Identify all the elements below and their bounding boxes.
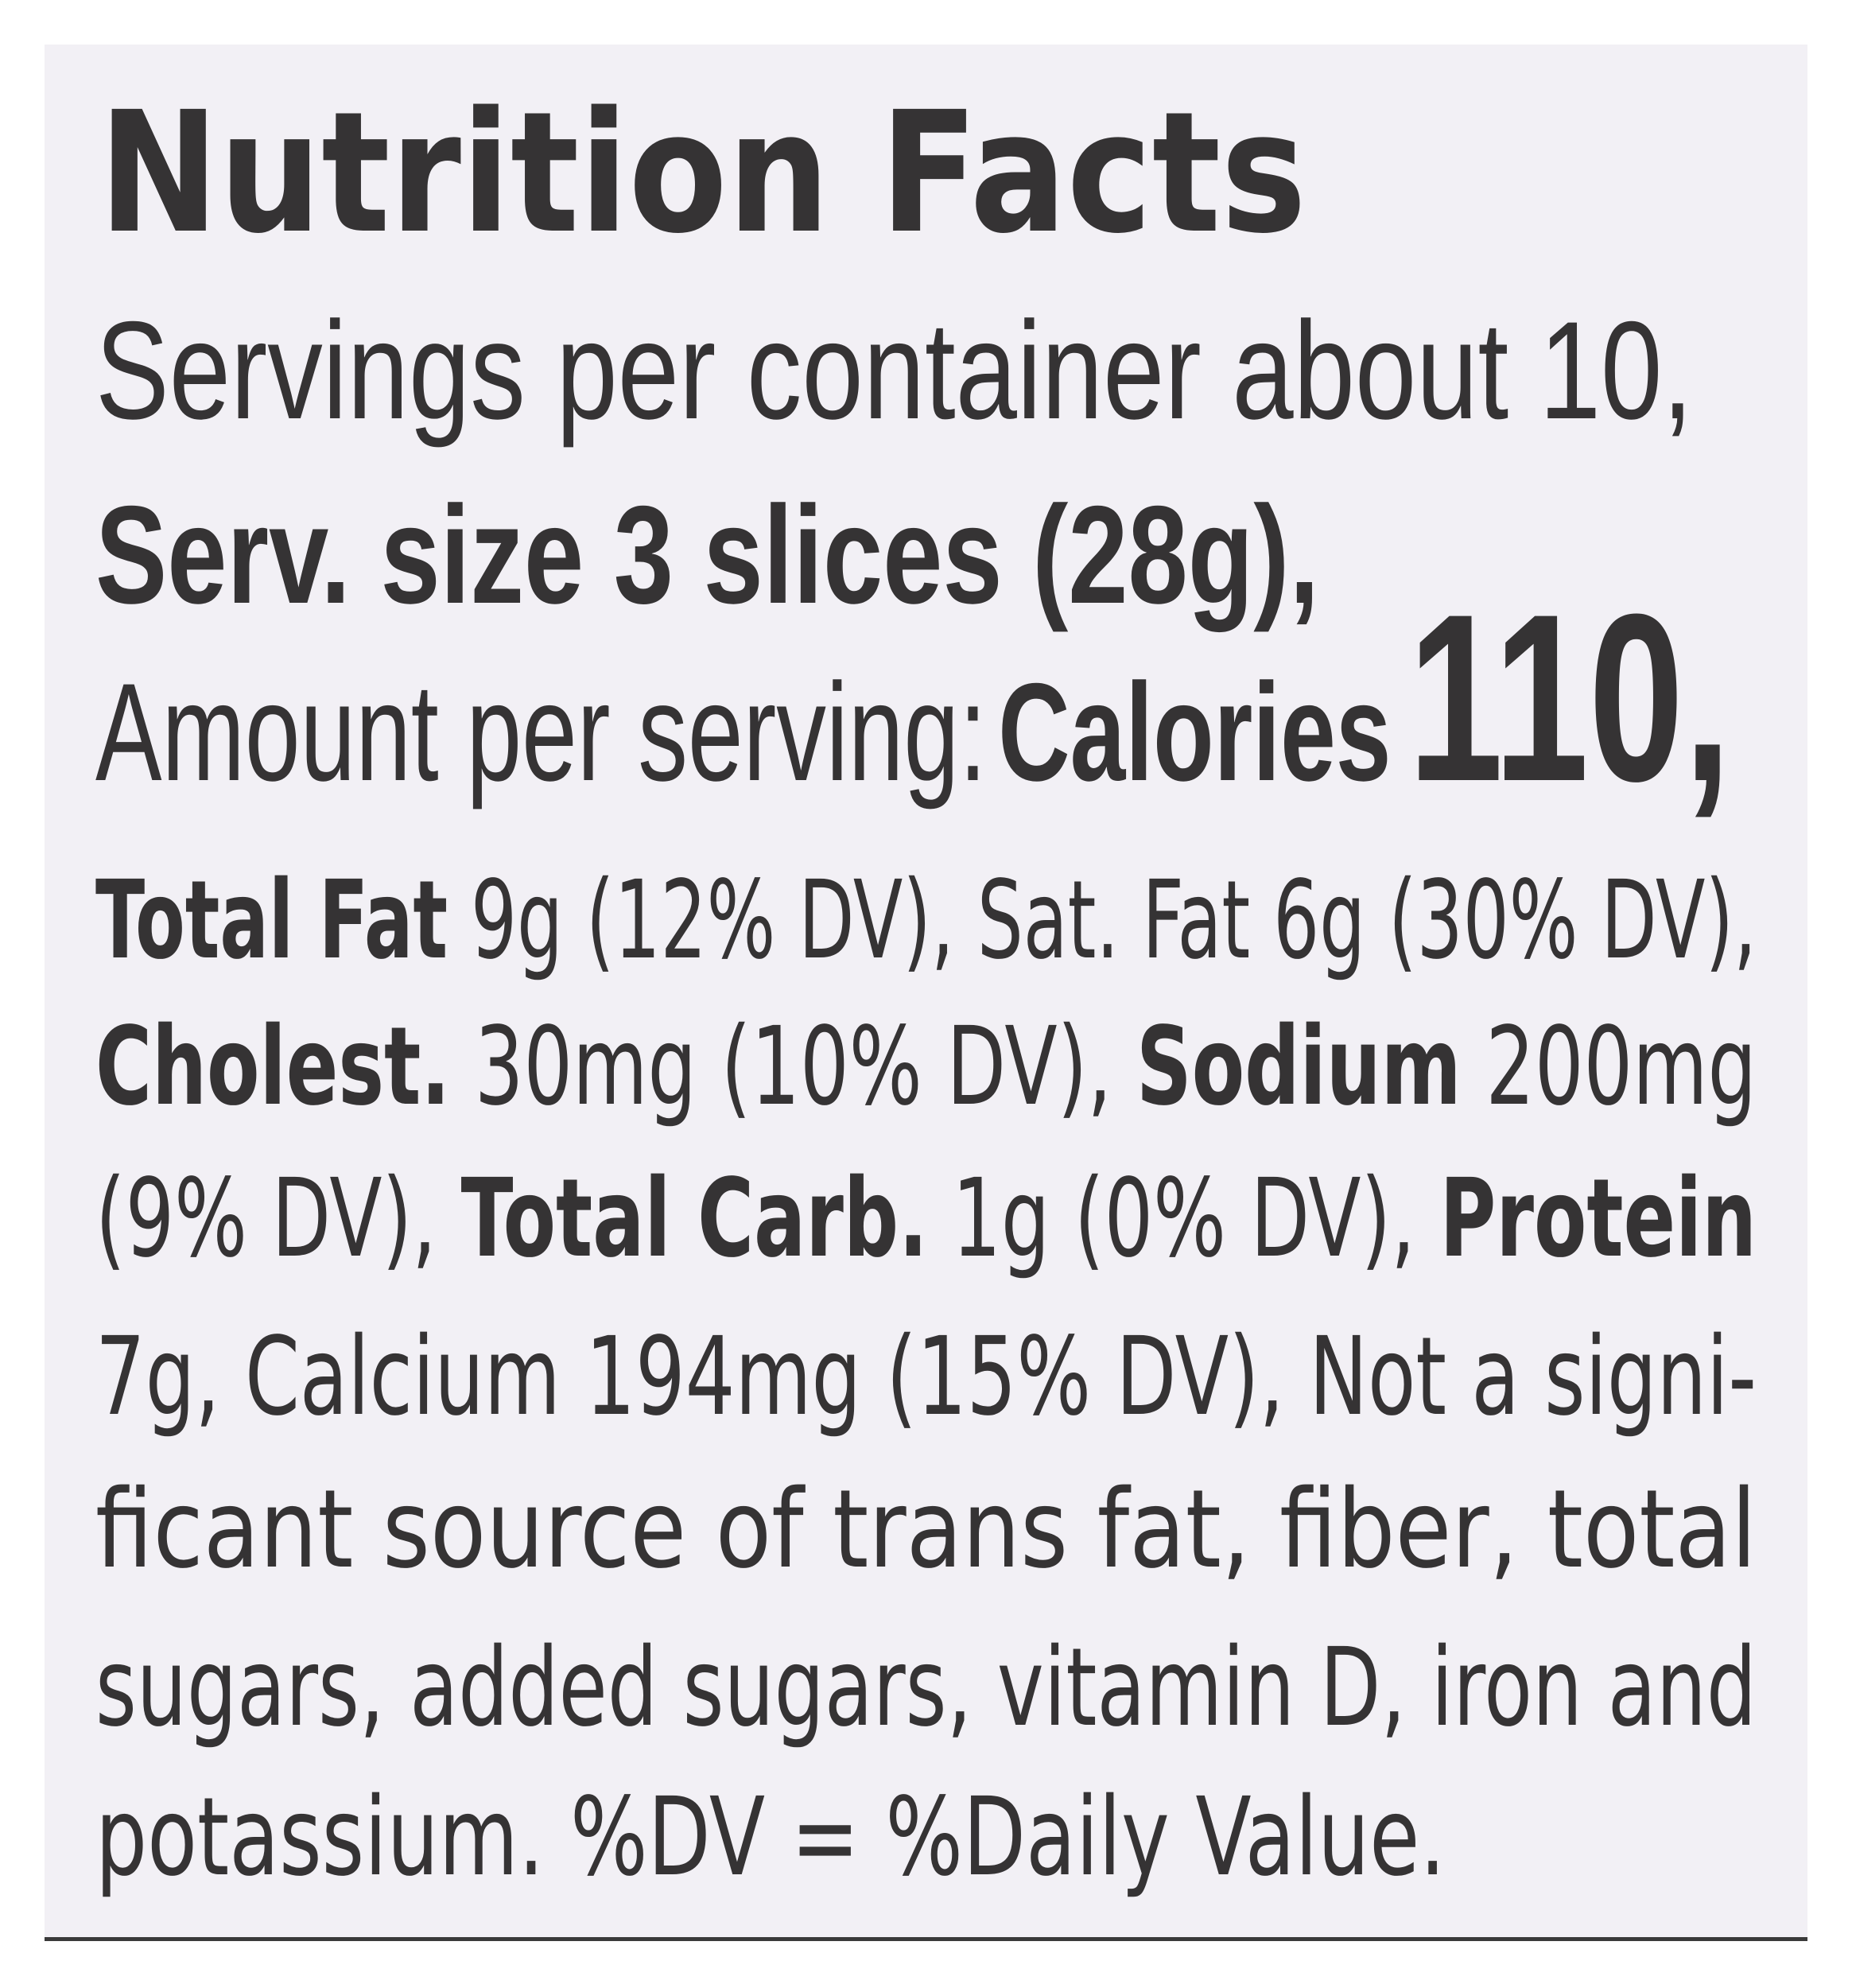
servings: Servings per container about 10, xyxy=(95,293,1693,448)
nutrient-name: Sodium xyxy=(1136,1004,1462,1130)
bottom-rule xyxy=(45,1937,1807,1941)
amount-label: Amount per serving: xyxy=(95,655,987,810)
nutrient-name: Total Carb. xyxy=(461,1156,928,1282)
calories-label: Calories xyxy=(998,655,1391,810)
calories: 110, xyxy=(1408,564,1731,831)
body-line: Total Fat 9g (12% DV), Sat. Fat 6g (30% … xyxy=(95,858,1757,984)
nutrient-name: Cholest. xyxy=(95,1004,450,1130)
body-line: potassium. %DV = %Daily Value. xyxy=(95,1775,1446,1901)
serving-size: Serv. size 3 slices (28g), xyxy=(95,478,1319,633)
body-line: 7g, Calcium 194mg (15% DV), Not a signi- xyxy=(95,1314,1757,1440)
amount-line: Amount per serving:Calories110, xyxy=(95,564,1731,831)
body-line: (9% DV), Total Carb. 1g (0% DV), Protein xyxy=(95,1156,1757,1282)
label-panel xyxy=(45,45,1807,1940)
nutrient-text: 200mg xyxy=(1462,1004,1757,1130)
nutrient-name: Protein xyxy=(1440,1156,1757,1282)
title: Nutrition Facts xyxy=(99,76,1306,270)
nutrient-text: 30mg (10% DV), xyxy=(450,1004,1136,1130)
nutrient-text: (9% DV), xyxy=(95,1156,461,1282)
body-line: sugars, added sugars, vitamin D, iron an… xyxy=(95,1625,1757,1751)
nutrient-name: Total Fat xyxy=(95,858,448,984)
body-line: ficant source of trans fat, fiber, total xyxy=(95,1467,1757,1593)
nutrient-text: 1g (0% DV), xyxy=(928,1156,1440,1282)
nutrient-text: 9g (12% DV), Sat. Fat 6g (30% DV), xyxy=(448,858,1757,984)
body-line: Cholest. 30mg (10% DV), Sodium 200mg xyxy=(95,1004,1757,1130)
